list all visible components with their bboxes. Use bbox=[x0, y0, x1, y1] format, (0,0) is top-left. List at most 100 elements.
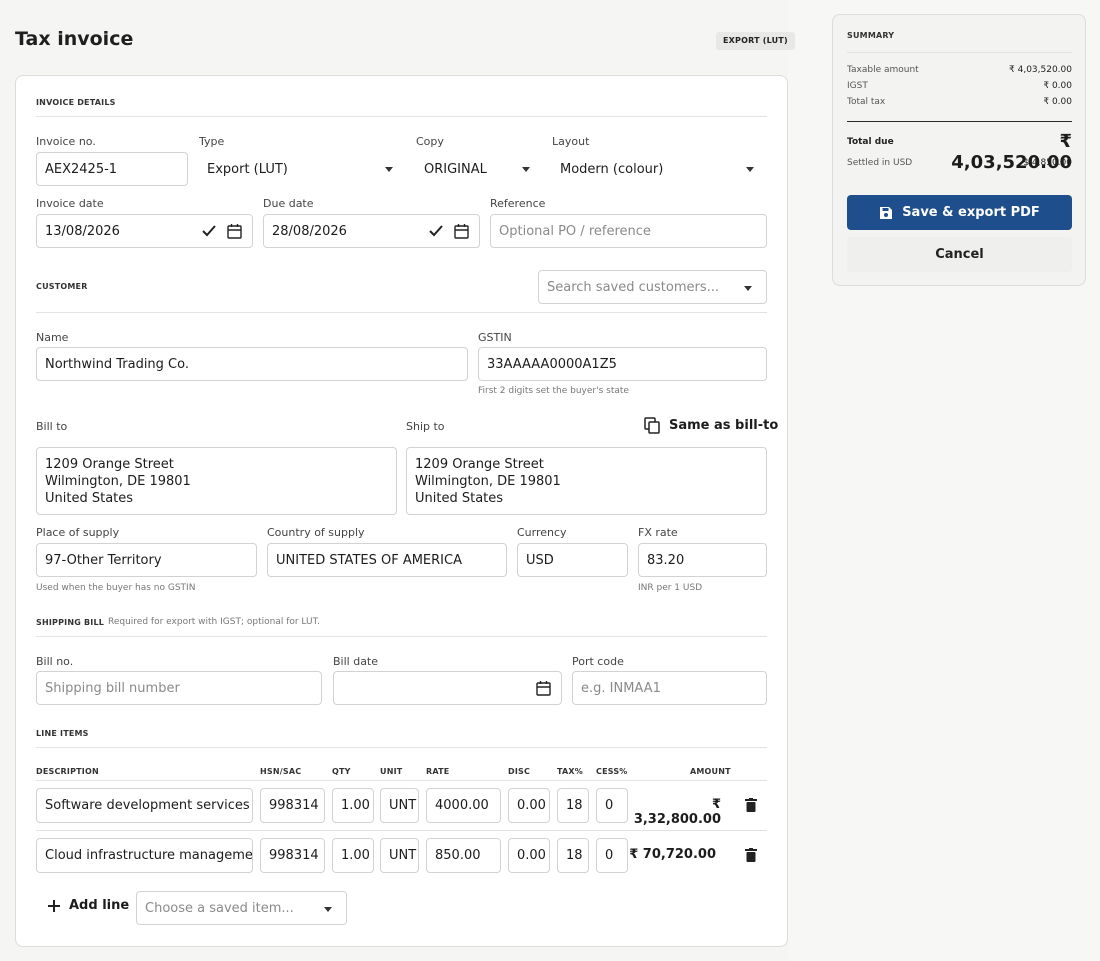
line-unit-input[interactable]: UNT bbox=[380, 788, 419, 823]
currency-label: Currency bbox=[517, 526, 567, 539]
ship-to-textarea[interactable]: 1209 Orange Street Wilmington, DE 19801 … bbox=[406, 447, 767, 515]
layout-value: Modern (colour) bbox=[560, 161, 664, 177]
divider bbox=[36, 116, 767, 117]
line-disc-input[interactable]: 0.00 bbox=[508, 788, 550, 823]
col-amount: AMOUNT bbox=[690, 767, 731, 776]
cancel-button[interactable]: Cancel bbox=[847, 237, 1072, 272]
line-disc-input[interactable]: 0.00 bbox=[508, 838, 550, 873]
same-as-bill-to-button[interactable]: Same as bill-to bbox=[644, 417, 778, 434]
total-tax-value: ₹ 0.00 bbox=[1043, 97, 1072, 107]
bill-date-input[interactable] bbox=[333, 671, 562, 705]
customer-name-input[interactable]: Northwind Trading Co. bbox=[36, 347, 468, 381]
country-of-supply-label: Country of supply bbox=[267, 526, 365, 539]
bill-date-label: Bill date bbox=[333, 655, 379, 668]
page-title: Tax invoice bbox=[15, 28, 134, 50]
col-qty: QTY bbox=[332, 767, 351, 776]
copy-select[interactable]: ORIGINAL bbox=[416, 152, 536, 186]
divider bbox=[847, 52, 1072, 53]
port-code-input[interactable]: e.g. INMAA1 bbox=[572, 671, 767, 705]
invoice-date-value: 13/08/2026 bbox=[45, 223, 120, 239]
gstin-input[interactable]: 33AAAAA0000A1Z5 bbox=[478, 347, 767, 381]
line-unit-input[interactable]: UNT bbox=[380, 838, 419, 873]
place-of-supply-hint: Used when the buyer has no GSTIN bbox=[36, 583, 196, 593]
divider bbox=[36, 747, 767, 748]
line-items-heading: LINE ITEMS bbox=[36, 729, 89, 738]
ship-to-label: Ship to bbox=[406, 420, 445, 433]
add-line-label: Add line bbox=[69, 898, 130, 913]
calendar-icon[interactable] bbox=[227, 223, 242, 239]
add-line-button[interactable]: Add line bbox=[48, 898, 129, 913]
place-of-supply-input[interactable]: 97-Other Territory bbox=[36, 543, 257, 577]
col-tax: TAX% bbox=[557, 767, 584, 776]
customer-search[interactable]: Search saved customers... bbox=[538, 270, 767, 304]
calendar-icon[interactable] bbox=[536, 680, 551, 696]
same-as-bill-to-label: Same as bill-to bbox=[669, 418, 779, 433]
line-amount: ₹ 70,720.00 bbox=[629, 847, 716, 862]
customer-heading: CUSTOMER bbox=[36, 282, 88, 291]
gstin-label: GSTIN bbox=[478, 331, 512, 344]
reference-input[interactable]: Optional PO / reference bbox=[490, 214, 767, 248]
copy-label: Copy bbox=[416, 135, 444, 148]
total-tax-label: Total tax bbox=[847, 97, 886, 107]
invoice-type-badge: EXPORT (LUT) bbox=[716, 32, 795, 50]
col-rate: RATE bbox=[426, 767, 450, 776]
saved-item-select[interactable]: Choose a saved item... bbox=[136, 891, 347, 925]
bill-to-textarea[interactable]: 1209 Orange Street Wilmington, DE 19801 … bbox=[36, 447, 397, 515]
divider bbox=[36, 830, 767, 831]
invoice-date-input[interactable]: 13/08/2026 bbox=[36, 214, 253, 248]
settled-value: $ 4,850.00 bbox=[1023, 158, 1072, 168]
line-description-input[interactable]: Cloud infrastructure management bbox=[36, 838, 253, 873]
check-icon bbox=[202, 225, 216, 237]
save-export-pdf-label: Save & export PDF bbox=[902, 205, 1040, 220]
invoice-form-card: INVOICE DETAILS Invoice no. AEX2425-1 Ty… bbox=[15, 75, 788, 947]
save-export-pdf-button[interactable]: Save & export PDF bbox=[847, 195, 1072, 230]
line-hsn-input[interactable]: 998314 bbox=[260, 788, 325, 823]
divider bbox=[36, 636, 767, 637]
bill-to-label: Bill to bbox=[36, 420, 68, 433]
saved-item-placeholder: Choose a saved item... bbox=[145, 900, 294, 916]
line-qty-input[interactable]: 1.00 bbox=[332, 788, 374, 823]
chevron-down-icon bbox=[385, 167, 393, 172]
line-rate-input[interactable]: 850.00 bbox=[426, 838, 501, 873]
layout-label: Layout bbox=[552, 135, 590, 148]
port-code-label: Port code bbox=[572, 655, 624, 668]
due-date-input[interactable]: 28/08/2026 bbox=[263, 214, 480, 248]
taxable-amount-value: ₹ 4,03,520.00 bbox=[1009, 65, 1072, 75]
line-cess-input[interactable]: 0 bbox=[596, 788, 628, 823]
taxable-amount-label: Taxable amount bbox=[847, 65, 919, 75]
total-due-value: ₹ 4,03,520.00 bbox=[951, 131, 1072, 173]
plus-icon bbox=[48, 899, 60, 912]
currency-input[interactable]: USD bbox=[517, 543, 628, 577]
line-hsn-input[interactable]: 998314 bbox=[260, 838, 325, 873]
invoice-date-label: Invoice date bbox=[36, 197, 104, 210]
invoice-number-label: Invoice no. bbox=[36, 135, 96, 148]
line-rate-input[interactable]: 4000.00 bbox=[426, 788, 501, 823]
line-qty-input[interactable]: 1.00 bbox=[332, 838, 374, 873]
calendar-icon[interactable] bbox=[454, 223, 469, 239]
summary-heading: SUMMARY bbox=[847, 31, 895, 40]
copy-icon bbox=[644, 417, 660, 434]
line-description-input[interactable]: Software development services — M bbox=[36, 788, 253, 823]
chevron-down-icon bbox=[744, 286, 752, 291]
line-amount: ₹ 3,32,800.00 bbox=[633, 797, 721, 827]
layout-select[interactable]: Modern (colour) bbox=[552, 152, 760, 186]
country-of-supply-input[interactable]: UNITED STATES OF AMERICA bbox=[267, 543, 507, 577]
customer-search-placeholder: Search saved customers... bbox=[547, 279, 719, 295]
shipping-bill-note: Required for export with IGST; optional … bbox=[108, 617, 320, 627]
divider bbox=[36, 780, 767, 781]
trash-icon[interactable] bbox=[745, 798, 757, 812]
line-cess-input[interactable]: 0 bbox=[596, 838, 628, 873]
col-description: DESCRIPTION bbox=[36, 767, 99, 776]
fx-rate-input[interactable]: 83.20 bbox=[638, 543, 767, 577]
bill-no-input[interactable]: Shipping bill number bbox=[36, 671, 322, 705]
invoice-number-input[interactable]: AEX2425-1 bbox=[36, 152, 188, 186]
due-date-value: 28/08/2026 bbox=[272, 223, 347, 239]
summary-card: SUMMARY Taxable amount ₹ 4,03,520.00 IGS… bbox=[832, 14, 1086, 286]
gstin-hint: First 2 digits set the buyer's state bbox=[478, 386, 629, 396]
total-due-label: Total due bbox=[847, 137, 894, 147]
trash-icon[interactable] bbox=[745, 848, 757, 862]
place-of-supply-label: Place of supply bbox=[36, 526, 120, 539]
line-tax-input[interactable]: 18 bbox=[557, 788, 589, 823]
line-tax-input[interactable]: 18 bbox=[557, 838, 589, 873]
type-select[interactable]: Export (LUT) bbox=[199, 152, 399, 186]
